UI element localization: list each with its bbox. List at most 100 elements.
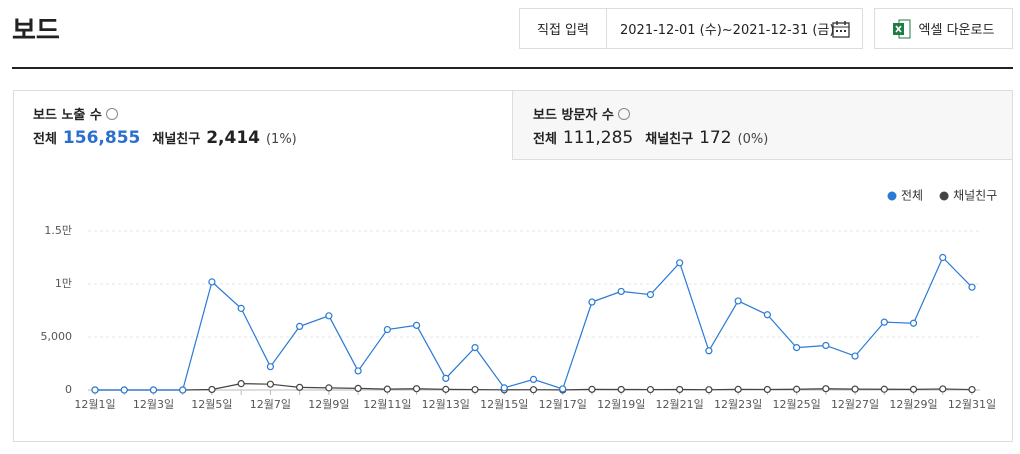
tab-title: 보드 노출 수: [33, 104, 118, 123]
data-point: [909, 385, 918, 393]
data-point: [237, 380, 245, 388]
data-point: [529, 386, 538, 394]
excel-icon: [892, 19, 911, 38]
x-tick-label: 12월7일: [250, 397, 291, 411]
tab-title-text: 보드 노출 수: [33, 108, 102, 123]
friends-pct: (0%): [737, 132, 769, 147]
date-range-text: 2021-12-01 (수)~2021-12-31 (금): [620, 23, 835, 38]
data-point: [851, 352, 859, 360]
data-point: [646, 385, 655, 394]
data-point: [354, 384, 362, 393]
tab-stats: 전체 111,285 채널친구 172 (0%): [533, 128, 768, 148]
tab-stats: 전체 156,855 채널친구 2,414 (1%): [33, 128, 297, 148]
data-point: [705, 347, 713, 355]
total-value: 111,285: [562, 128, 634, 148]
x-tick-label: 12월29일: [889, 397, 937, 411]
data-point: [646, 291, 655, 299]
data-point: [763, 385, 771, 394]
data-point: [383, 325, 391, 334]
data-point: [822, 341, 830, 350]
x-tick-label: 12월31일: [948, 397, 996, 411]
x-tick-label: 12월9일: [308, 397, 349, 411]
data-point: [968, 283, 976, 291]
x-tick-label: 12월1일: [74, 397, 115, 411]
data-point: [266, 380, 274, 388]
data-point: [325, 312, 333, 320]
y-tick-label: 5,000: [41, 330, 73, 343]
help-icon: [617, 107, 630, 120]
page-title: 보드: [12, 16, 60, 46]
legend-label: 전체: [901, 189, 923, 203]
legend-label: 채널친구: [953, 189, 997, 203]
x-tick-label: 12월21일: [656, 397, 704, 411]
data-point: [208, 385, 216, 394]
data-point: [412, 321, 421, 329]
friends-label: 채널친구: [152, 132, 201, 147]
x-tick-label: 12월3일: [133, 397, 174, 411]
header-divider: [12, 67, 1013, 69]
data-point: [383, 385, 391, 393]
data-point: [734, 297, 742, 305]
legend-marker: [939, 191, 949, 201]
data-point: [179, 386, 187, 394]
data-point: [471, 344, 479, 352]
total-label: 전체: [533, 132, 557, 147]
data-point: [792, 344, 801, 352]
data-point: [909, 319, 918, 327]
data-point: [588, 385, 596, 393]
data-point: [149, 386, 158, 394]
x-tick-label: 12월5일: [191, 397, 232, 411]
x-tick-label: 12월17일: [539, 397, 587, 411]
y-tick-label: 1.5만: [44, 224, 72, 237]
data-point: [120, 386, 128, 394]
calendar-icon: [832, 21, 850, 38]
data-point: [208, 278, 216, 286]
data-point: [500, 384, 508, 392]
data-point: [617, 287, 625, 296]
tab-title-text: 보드 방문자 수: [533, 108, 614, 123]
data-point: [792, 385, 801, 393]
friends-label: 채널친구: [645, 132, 694, 147]
x-tick-label: 12월13일: [422, 397, 470, 411]
data-point: [266, 363, 274, 371]
data-point: [529, 375, 538, 383]
x-tick-label: 12월15일: [480, 397, 528, 411]
data-point: [734, 385, 742, 393]
data-point: [763, 311, 771, 319]
data-point: [676, 385, 684, 394]
data-point: [939, 253, 947, 262]
data-point: [442, 385, 450, 393]
data-point: [851, 385, 859, 393]
x-tick-label: 12월11일: [363, 397, 411, 411]
tab-inactive[interactable]: [512, 90, 1013, 160]
help-icon: [105, 107, 118, 120]
total-label: 전체: [33, 132, 57, 147]
series-line: [95, 256, 973, 391]
data-point: [237, 304, 245, 312]
data-point: [296, 383, 304, 391]
data-point: [617, 385, 625, 394]
data-point: [822, 385, 830, 393]
y-tick-label: 1만: [55, 277, 72, 290]
data-point: [880, 385, 888, 393]
data-point: [880, 318, 888, 326]
friends-value: 2,414: [206, 128, 260, 148]
date-range[interactable]: 2021-12-01 (수)~2021-12-31 (금): [606, 8, 863, 49]
excel-button-text: 엑셀 다운로드: [918, 23, 995, 38]
data-point: [968, 385, 976, 394]
total-value: 156,855: [62, 128, 141, 148]
x-tick-label: 12월25일: [772, 397, 820, 411]
data-point: [705, 386, 713, 394]
data-point: [325, 384, 333, 392]
x-tick-label: 12월27일: [831, 397, 879, 411]
friends-pct: (1%): [265, 132, 297, 147]
data-point: [442, 374, 450, 382]
data-point: [939, 385, 947, 393]
x-tick-label: 12월19일: [597, 397, 645, 411]
date-input-button[interactable]: 직접 입력: [519, 8, 607, 49]
data-point: [412, 385, 421, 393]
excel-download-button[interactable]: 엑셀 다운로드: [874, 8, 1013, 49]
data-point: [354, 367, 362, 375]
